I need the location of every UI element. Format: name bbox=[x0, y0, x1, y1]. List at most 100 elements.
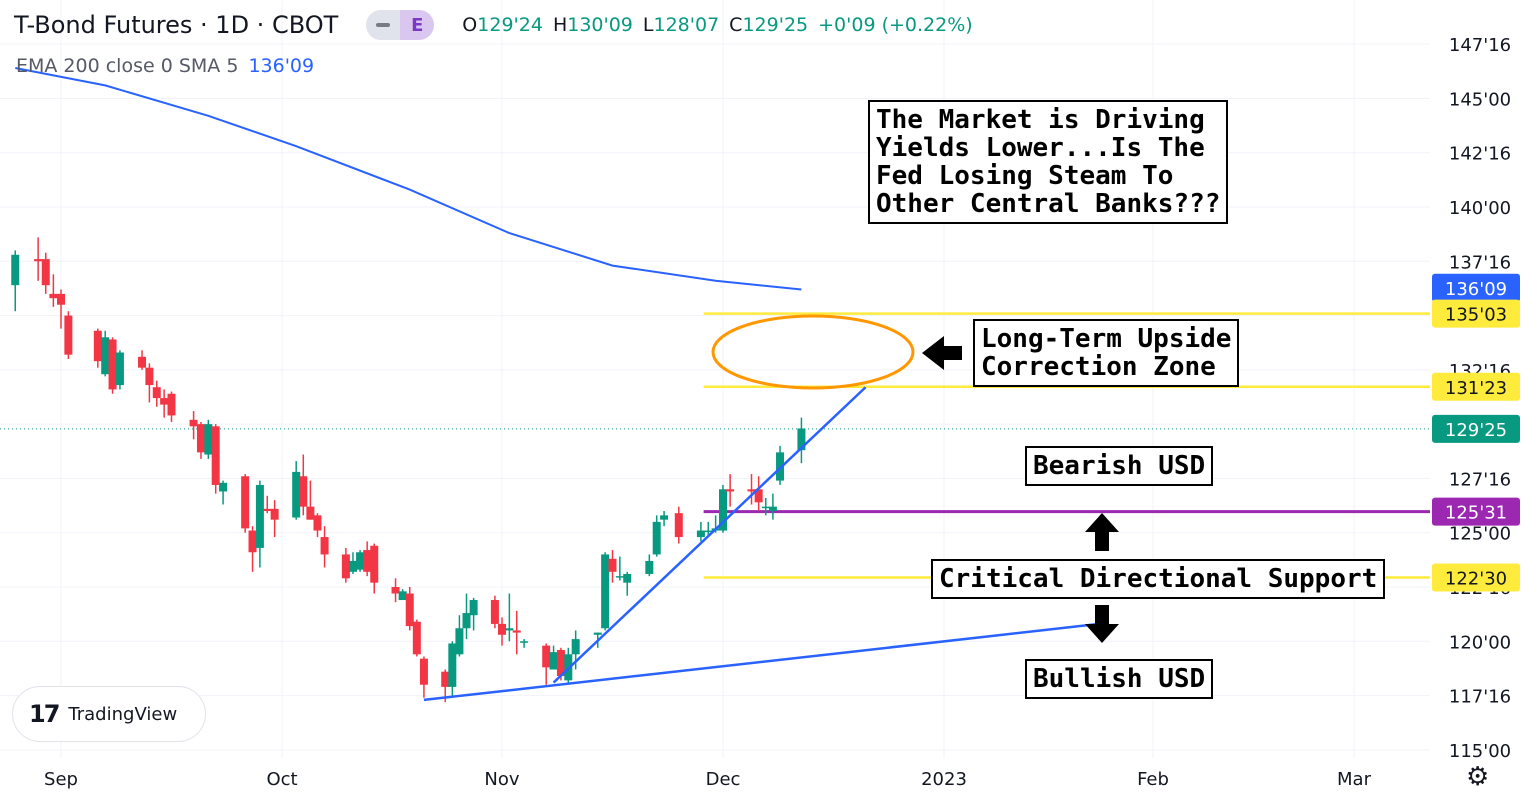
candle-body bbox=[498, 623, 506, 635]
ohlc-change: +0'09 (+0.22%) bbox=[818, 14, 973, 36]
trendline bbox=[423, 622, 1100, 702]
candle bbox=[520, 639, 529, 648]
price-tick-label: 147'16 bbox=[1449, 35, 1511, 56]
tradingview-logo[interactable]: 17 TradingView bbox=[12, 686, 206, 742]
candle bbox=[41, 252, 50, 294]
candle bbox=[196, 421, 205, 459]
candle-body bbox=[556, 649, 565, 677]
candle-body bbox=[405, 593, 414, 627]
candle bbox=[412, 619, 421, 657]
candle bbox=[726, 474, 735, 507]
e-badge[interactable]: E bbox=[400, 10, 435, 40]
candle bbox=[398, 589, 407, 601]
candle bbox=[348, 552, 357, 574]
candle-body bbox=[512, 630, 521, 633]
level-tag-label: 125'31 bbox=[1445, 503, 1507, 524]
candle-body bbox=[398, 591, 407, 601]
candle-body bbox=[341, 554, 350, 579]
time-tick-label: Feb bbox=[1137, 769, 1169, 790]
level-tag bbox=[1432, 299, 1520, 328]
trendline bbox=[552, 386, 867, 684]
candle bbox=[138, 350, 147, 370]
indicator-legend[interactable]: EMA 200 close 0 SMA 5 136'09 bbox=[16, 55, 314, 77]
candle bbox=[313, 513, 322, 538]
candle-body bbox=[549, 652, 558, 670]
candle bbox=[512, 610, 521, 655]
candle-body bbox=[645, 560, 654, 574]
candle-body bbox=[255, 484, 264, 548]
candle-body bbox=[704, 530, 713, 533]
candle-body bbox=[768, 506, 777, 512]
time-axis[interactable]: Sep Oct Nov Dec 2023 Feb Mar bbox=[44, 769, 1372, 790]
candle-body bbox=[505, 628, 514, 631]
trendlines bbox=[423, 386, 1100, 702]
candle-body bbox=[660, 515, 669, 520]
candle-body bbox=[652, 521, 661, 555]
candle-body bbox=[219, 482, 228, 492]
level-tag bbox=[1432, 372, 1520, 401]
bearish-usd-note[interactable]: Bearish USD bbox=[1025, 446, 1214, 486]
candle-body bbox=[542, 645, 551, 668]
level-tag-label: 136'09 bbox=[1445, 279, 1507, 300]
level-tag bbox=[1432, 497, 1520, 526]
candle bbox=[108, 337, 117, 394]
minus-icon[interactable] bbox=[366, 10, 401, 40]
candle-body bbox=[696, 530, 705, 538]
candle-body bbox=[391, 587, 400, 594]
candle bbox=[167, 391, 176, 422]
time-tick-label: Dec bbox=[706, 769, 741, 790]
symbol-title[interactable]: T-Bond Futures · 1D · CBOT bbox=[14, 11, 339, 39]
price-tick-label: 120'00 bbox=[1449, 632, 1511, 653]
candle-body bbox=[115, 352, 124, 386]
time-tick-label: Sep bbox=[44, 769, 78, 790]
candle bbox=[696, 521, 705, 542]
candle-body bbox=[152, 387, 161, 399]
price-tick-label: 140'00 bbox=[1449, 198, 1511, 219]
candle-body bbox=[520, 641, 529, 643]
price-axis[interactable]: 115'00117'16120'00122'16125'00127'16130'… bbox=[1432, 0, 1520, 762]
bullish-usd-note[interactable]: Bullish USD bbox=[1025, 659, 1214, 699]
ema-200-path bbox=[15, 67, 802, 291]
level-tag-label: 122'30 bbox=[1445, 568, 1507, 589]
price-tick-label: 127'16 bbox=[1449, 469, 1511, 490]
candle bbox=[263, 495, 272, 514]
candle-body bbox=[41, 259, 50, 286]
price-tick-label: 137'16 bbox=[1449, 252, 1511, 273]
time-tick-label: Nov bbox=[484, 769, 519, 790]
price-tick-label: 150'00 bbox=[1449, 0, 1511, 2]
headline-note[interactable]: The Market is Driving Yields Lower...Is … bbox=[868, 100, 1229, 224]
candle-body bbox=[101, 337, 110, 375]
candle-body bbox=[167, 393, 176, 416]
settings-gear-icon[interactable]: ⚙ bbox=[1466, 762, 1490, 792]
candle-body bbox=[571, 639, 580, 655]
candle-body bbox=[719, 489, 727, 531]
candle bbox=[219, 480, 228, 505]
tradingview-logo-icon: 17 bbox=[29, 700, 60, 728]
candle bbox=[391, 578, 400, 603]
level-tag-label: 129'25 bbox=[1445, 420, 1507, 441]
candle-body bbox=[189, 419, 198, 427]
candle-body bbox=[623, 573, 632, 583]
candle bbox=[615, 556, 624, 581]
arrow-down-icon bbox=[1085, 605, 1119, 643]
correction-zone-note[interactable]: Long-Term Upside Correction Zone bbox=[973, 319, 1240, 387]
candle bbox=[248, 526, 257, 572]
candle-body bbox=[419, 658, 428, 685]
candle-body bbox=[448, 643, 457, 687]
candle bbox=[601, 552, 610, 631]
candle bbox=[370, 543, 379, 594]
candle bbox=[608, 550, 617, 583]
candle-body bbox=[263, 508, 272, 512]
candle bbox=[241, 474, 250, 533]
candle bbox=[674, 506, 683, 544]
candle bbox=[652, 515, 661, 557]
candle bbox=[255, 480, 264, 568]
candle bbox=[645, 554, 654, 577]
candle bbox=[93, 328, 102, 368]
candle bbox=[34, 237, 43, 281]
flag-pill[interactable]: E bbox=[366, 10, 435, 40]
candle-body bbox=[11, 254, 20, 286]
critical-support-note[interactable]: Critical Directional Support bbox=[931, 559, 1386, 599]
ohlc-close: C129'25 bbox=[729, 14, 809, 36]
